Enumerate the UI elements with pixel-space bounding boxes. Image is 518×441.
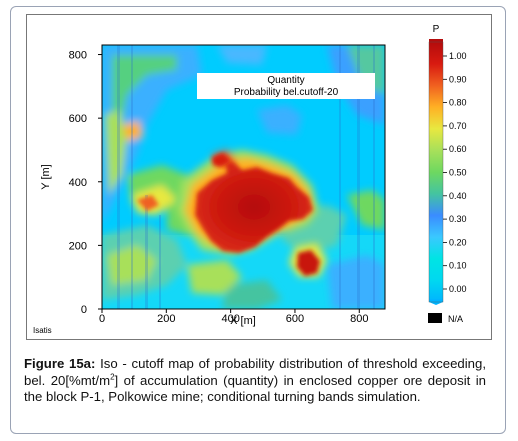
colorbar-tick-label: 0.30: [449, 214, 467, 224]
x-tick-label: 0: [99, 313, 105, 325]
figure-caption: Figure 15a: Iso - cutoff map of probabil…: [24, 356, 486, 406]
colorbar-tick-label: 0.90: [449, 74, 467, 84]
inset-title-box: Quantity Probability bel.cutoff-20: [197, 73, 375, 99]
caption-lead: Figure 15a:: [24, 356, 96, 371]
y-tick-label: 200: [69, 240, 87, 252]
chart-panel: Quantity Probability bel.cutoff-20 0 200 4…: [26, 14, 492, 340]
caption-text-1: Iso - cutoff map of probability distribu…: [24, 356, 486, 388]
hot-zone-spot: [212, 153, 231, 167]
software-label: Isatis: [33, 326, 52, 335]
simulation-streaks: [117, 45, 375, 309]
hot-zone-south-east: [297, 250, 320, 276]
heatmap-chart: Quantity Probability bel.cutoff-20 0 200 4…: [33, 24, 467, 335]
colorbar: P 0.00 0.10 0.20 0.30 0.40 0.50 0.60 0.70 0.80 0.…: [428, 24, 467, 324]
colorbar-tick-label: 0.70: [449, 121, 467, 131]
y-tick-label: 0: [81, 304, 87, 316]
colorbar-tick-label: 0.20: [449, 237, 467, 247]
na-label: N/A: [448, 314, 463, 324]
hot-zone-main: [195, 161, 313, 253]
axis-ticks: 0 200 400 600 800 0 200 400 600 800: [69, 50, 369, 325]
y-tick-label: 800: [69, 50, 87, 62]
plot-frame: [101, 44, 386, 310]
inset-title-line2: Probability bel.cutoff-20: [234, 87, 339, 98]
x-tick-label: 800: [350, 313, 368, 325]
y-axis-label: Y [m]: [40, 164, 52, 189]
y-tick-label: 400: [69, 177, 87, 189]
inset-title-line1: Quantity: [267, 75, 304, 86]
colorbar-tick-label: 0.00: [449, 284, 467, 294]
x-tick-label: 200: [157, 313, 175, 325]
caption-text-2: ] of accumulation (quantity) in enclosed…: [24, 372, 486, 405]
x-axis-label: X [m]: [230, 315, 256, 327]
colorbar-tick-label: 0.60: [449, 144, 467, 154]
colorbar-tick-label: 0.80: [449, 98, 467, 108]
caption-sup-1: 2: [110, 372, 115, 382]
x-tick-label: 600: [286, 313, 304, 325]
x-tick-label: 400: [221, 313, 239, 325]
na-swatch: [428, 313, 442, 323]
colorbar-tick-label: 0.50: [449, 168, 467, 178]
y-tick-label: 600: [69, 113, 87, 125]
colorbar-title: P: [433, 24, 440, 35]
colorbar-tick-label: 0.10: [449, 261, 467, 271]
colorbar-tick-label: 1.00: [449, 51, 467, 61]
colorbar-tick-label: 0.40: [449, 191, 467, 201]
